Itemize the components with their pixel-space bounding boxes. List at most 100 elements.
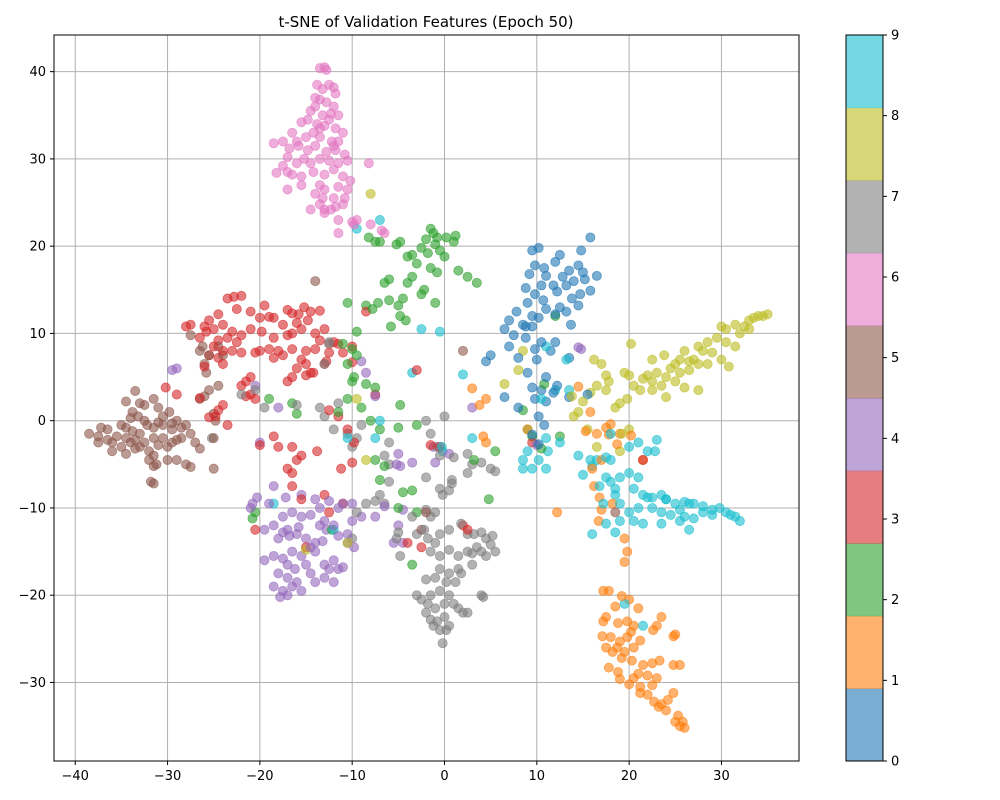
- scatter-point-class-7: [476, 527, 487, 538]
- scatter-point-class-3: [199, 361, 210, 372]
- scatter-point-class-6: [308, 166, 319, 177]
- scatter-point-class-3: [296, 354, 307, 365]
- scatter-point-class-3: [217, 319, 228, 330]
- scatter-point-class-6: [339, 193, 350, 204]
- scatter-point-class-0: [520, 283, 531, 294]
- scatter-point-class-0: [541, 372, 552, 383]
- scatter-point-class-8: [674, 354, 685, 365]
- scatter-point-class-9: [541, 463, 552, 474]
- scatter-point-class-2: [374, 475, 385, 486]
- scatter-point-class-6: [296, 180, 307, 191]
- scatter-point-class-5: [144, 446, 155, 457]
- scatter-point-class-0: [561, 280, 572, 291]
- scatter-point-class-9: [614, 516, 625, 527]
- plot-frame: [53, 34, 800, 762]
- scatter-point-class-8: [628, 380, 639, 391]
- scatter-point-class-3: [245, 372, 256, 383]
- colorbar-tick-label: 4: [891, 432, 899, 447]
- scatter-point-class-2: [374, 424, 385, 435]
- scatter-point-class-8: [591, 441, 602, 452]
- scatter-point-class-6: [312, 119, 323, 130]
- scatter-point-class-7: [421, 574, 432, 585]
- scatter-point-class-4: [301, 559, 312, 570]
- scatter-point-class-1: [601, 642, 612, 653]
- y-tick-label: 0: [38, 414, 46, 429]
- scatter-point-class-1: [616, 653, 627, 664]
- scatter-point-class-3: [204, 412, 215, 423]
- scatter-point-class-6: [333, 181, 344, 192]
- scatter-point-class-0: [566, 293, 577, 304]
- scatter-point-class-6: [271, 167, 282, 178]
- scatter-point-class-7: [259, 402, 270, 413]
- scatter-point-class-0: [527, 321, 538, 332]
- scatter-point-class-9: [610, 527, 621, 538]
- scatter-point-class-2: [411, 420, 422, 431]
- scatter-point-class-2: [397, 293, 408, 304]
- scatter-point-class-4: [296, 511, 307, 522]
- scatter-point-class-7: [421, 415, 432, 426]
- scatter-point-class-9: [628, 516, 639, 527]
- scatter-point-class-3: [236, 347, 247, 358]
- scatter-point-class-7: [444, 568, 455, 579]
- scatter-point-class-1: [648, 625, 659, 636]
- scatter-point-class-3: [222, 420, 233, 431]
- scatter-point-class-4: [268, 581, 279, 592]
- scatter-point-class-9: [527, 463, 538, 474]
- scatter-point-class-1: [585, 406, 596, 417]
- scatter-point-class-0: [541, 303, 552, 314]
- scatter-point-class-7: [485, 539, 496, 550]
- scatter-point-class-8: [603, 376, 614, 387]
- scatter-point-class-9: [624, 507, 635, 518]
- scatter-point-class-4: [361, 367, 372, 378]
- scatter-point-class-7: [411, 590, 422, 601]
- colorbar-tick-label: 0: [891, 755, 899, 770]
- x-tick-label: −40: [62, 769, 89, 784]
- scatter-point-class-2: [342, 393, 353, 404]
- scatter-point-class-5: [171, 454, 182, 465]
- scatter-point-class-7: [379, 450, 390, 461]
- scatter-point-class-4: [328, 577, 339, 588]
- scatter-point-class-5: [181, 420, 192, 431]
- scatter-point-class-9: [628, 483, 639, 494]
- scatter-point-class-0: [550, 337, 561, 348]
- scatter-point-class-7: [446, 475, 457, 486]
- scatter-point-class-3: [236, 330, 247, 341]
- scatter-point-class-9: [517, 454, 528, 465]
- scatter-point-class-9: [594, 481, 605, 492]
- scatter-point-class-5: [148, 393, 159, 404]
- scatter-point-class-6: [324, 79, 335, 90]
- scatter-point-class-2: [264, 393, 275, 404]
- scatter-point-class-1: [625, 430, 636, 441]
- scatter-point-class-9: [370, 433, 381, 444]
- scatter-point-class-5: [171, 415, 182, 426]
- scatter-point-class-8: [647, 376, 658, 387]
- scatter-point-class-1: [619, 557, 630, 568]
- colorbar-segment-2: [846, 543, 883, 617]
- scatter-point-class-9: [605, 428, 616, 439]
- scatter-point-class-8: [499, 379, 510, 390]
- scatter-point-class-7: [467, 559, 478, 570]
- scatter-point-class-5: [111, 431, 122, 442]
- scatter-point-class-5: [208, 433, 219, 444]
- scatter-point-class-8: [577, 396, 588, 407]
- scatter-point-class-8: [610, 402, 621, 413]
- scatter-point-class-0: [552, 380, 563, 391]
- scatter-point-class-1: [614, 636, 625, 647]
- scatter-point-class-2: [356, 402, 367, 413]
- scatter-point-class-3: [301, 345, 312, 356]
- scatter-point-class-0: [533, 411, 544, 422]
- scatter-point-class-7: [439, 598, 450, 609]
- scatter-point-class-1: [605, 632, 616, 643]
- scatter-point-class-6: [291, 158, 302, 169]
- scatter-point-class-2: [361, 379, 372, 390]
- scatter-point-class-6: [282, 166, 293, 177]
- scatter-point-class-1: [616, 591, 627, 602]
- scatter-point-class-8: [716, 321, 727, 332]
- scatter-point-class-5: [185, 330, 196, 341]
- scatter-point-class-2: [374, 236, 385, 247]
- scatter-point-class-5: [116, 441, 127, 452]
- plot-area: [54, 35, 799, 761]
- scatter-point-class-1: [481, 393, 492, 404]
- scatter-point-class-7: [471, 542, 482, 553]
- scatter-point-class-8: [721, 337, 732, 348]
